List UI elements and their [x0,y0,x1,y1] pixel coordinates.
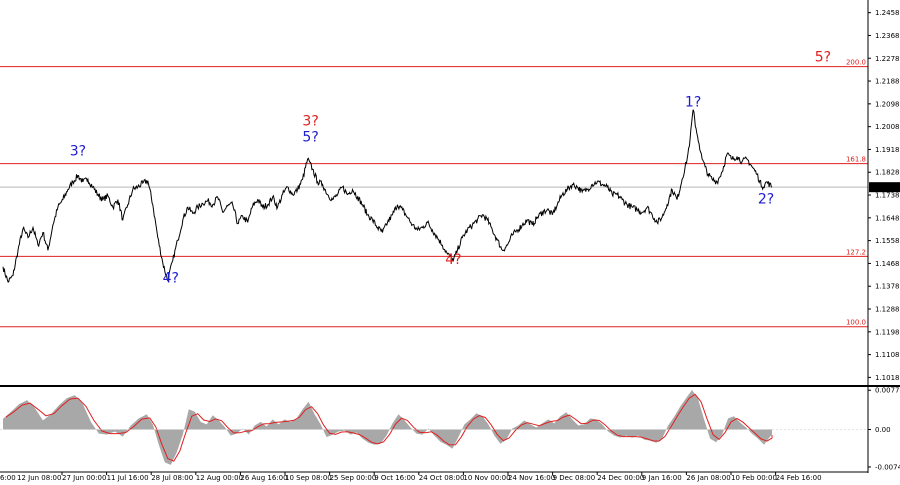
oscillator-histogram [3,390,772,465]
price-tick-label: 1.1198 [875,328,900,336]
wave-label: 1? [685,94,701,110]
time-tick-label: 25 Sep 00:00 [330,474,377,482]
time-tick-label: 11 Jul 16:00 [107,474,149,482]
oscillator-signal-line [5,393,773,462]
wave-label: 3? [70,143,86,159]
price-tick-label: 1.1378 [875,283,900,291]
price-tick-label: 1.2368 [875,32,900,40]
price-series [2,109,773,283]
time-tick-label: 9 Jan 16:00 [642,474,682,482]
current-price-box [869,182,900,193]
time-tick-label: 26 Aug 16:00 [240,474,287,482]
fib-level-label: 100.0 [846,319,866,327]
current-price-label: 1.1769 [873,184,898,192]
price-tick-label: 1.1828 [875,169,900,177]
wave-label: 2? [758,191,774,207]
price-tick-label: 1.2458 [875,9,900,17]
fibonacci-levels: 200.0 161.8 127.2 100.0 [0,59,868,328]
time-tick-label: 10 Sep 08:00 [285,474,332,482]
price-tick-label: 1.2098 [875,100,900,108]
time-tick-label: 12 Aug 00:00 [196,474,243,482]
price-tick-label: 1.2188 [875,78,900,86]
time-tick-label: 12 Jun 08:00 [17,474,61,482]
time-tick-label: 24 Dec 00:00 [597,474,644,482]
oscillator-tick-label: 0.00 [875,426,891,434]
fib-level-label: 161.8 [846,156,866,164]
wave-label: 3? [302,114,318,130]
wave-label: 4? [163,271,179,287]
fib-level-label: 127.2 [846,248,866,256]
oscillator-tick-label: 0.00776 [875,387,900,395]
price-tick-label: 1.1738 [875,192,900,200]
wave-label: 4? [445,252,461,268]
time-tick-label: 24 Oct 08:00 [419,474,465,482]
time-tick-label: 10 Feb 00:00 [731,474,777,482]
price-tick-label: 1.1558 [875,237,900,245]
oscillator-tick-label: -0.0074 [875,463,900,471]
time-tick-label: 10 Nov 00:00 [463,474,510,482]
price-tick-label: 1.1288 [875,306,900,314]
time-tick-label: 28 Jul 08:00 [151,474,193,482]
price-tick-label: 1.2008 [875,123,900,131]
price-tick-label: 1.1018 [875,374,900,382]
price-tick-label: 1.1468 [875,260,900,268]
fib-level-label: 200.0 [846,59,866,67]
price-tick-label: 1.1918 [875,146,900,154]
time-tick-label: 9 Oct 16:00 [374,474,415,482]
price-line [2,109,773,283]
time-tick-label: 27 Jun 00:00 [62,474,106,482]
price-tick-label: 1.2278 [875,55,900,63]
wave-label: 5? [815,50,831,66]
wave-labels: 3?4?3?5?4?1?2?5? [70,50,831,287]
wave-label: 5? [302,129,318,145]
time-tick-label: 24 Nov 16:00 [508,474,555,482]
price-tick-label: 1.1648 [875,214,900,222]
time-tick-label: 24 Feb 16:00 [776,474,822,482]
time-tick-label: 9 Dec 08:00 [553,474,596,482]
time-tick-label: 26 Jan 08:00 [686,474,730,482]
price-tick-label: 1.1108 [875,351,900,359]
time-tick-label: 6:00 [0,474,16,482]
oscillator-panel [0,390,868,465]
